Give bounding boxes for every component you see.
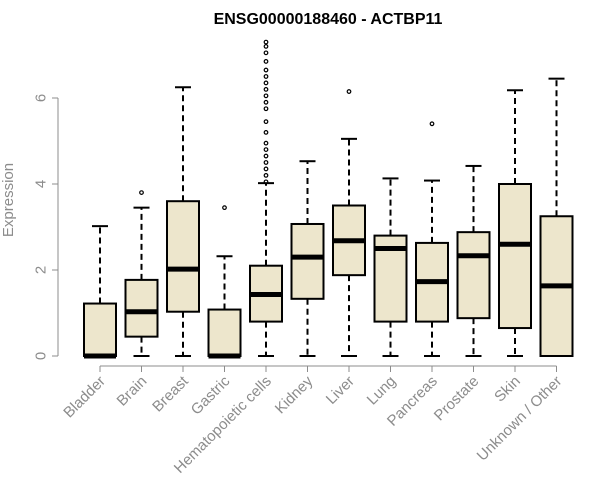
box-group [332, 89, 366, 357]
box-group [124, 190, 159, 357]
outlier-point [263, 74, 269, 79]
y-tick-label: 0 [32, 352, 49, 360]
y-axis-label: Expression [0, 163, 17, 237]
box-group [373, 177, 408, 357]
outlier-point [139, 190, 144, 196]
outlier-point [263, 106, 269, 112]
outlier-point [222, 205, 227, 211]
y-axis: 0 2 4 6 [32, 94, 59, 360]
x-category-label: Breast [149, 372, 192, 415]
x-category-label: Brain [114, 373, 151, 410]
box-group [166, 86, 200, 357]
box-iqr [166, 200, 200, 313]
outlier-point [263, 59, 269, 64]
boxes-layer [83, 39, 574, 359]
x-category-label: Liver [323, 373, 358, 408]
outlier-point [263, 39, 269, 45]
box-iqr [207, 308, 242, 357]
outlier-point [263, 153, 269, 159]
outlier-point [263, 93, 269, 99]
box-iqr [456, 231, 491, 320]
box-group [207, 205, 242, 359]
outlier-point [263, 147, 269, 153]
outlier-point [263, 166, 269, 172]
chart-title: ENSG00000188460 - ACTBP11 [214, 11, 443, 28]
outlier-point [263, 140, 269, 146]
outlier-point [263, 44, 269, 49]
y-tick-label: 4 [32, 180, 49, 188]
box-group [456, 164, 491, 357]
box-group [415, 121, 449, 357]
x-category-label: Prostate [431, 373, 483, 425]
box-group [249, 39, 283, 357]
outlier-point [429, 121, 435, 127]
x-category-label: Skin [491, 373, 524, 406]
outlier-point [263, 50, 269, 56]
box-group [498, 89, 532, 357]
box-group [83, 225, 117, 359]
y-tick-label: 6 [32, 94, 49, 102]
box-iqr [498, 183, 532, 330]
outlier-point [263, 129, 269, 135]
outlier-point [263, 99, 269, 105]
outlier-point [346, 89, 352, 94]
x-category-label: Lung [364, 373, 400, 409]
outlier-point [263, 119, 269, 125]
outlier-point [263, 80, 269, 86]
box-iqr [124, 278, 159, 338]
outlier-point [263, 179, 269, 185]
x-category-label: Bladder [60, 373, 109, 422]
outlier-point [263, 160, 269, 165]
outlier-point [263, 86, 269, 92]
outlier-point [263, 67, 269, 73]
box-iqr [83, 302, 117, 358]
box-group [539, 77, 574, 357]
outlier-point [263, 172, 269, 178]
box-iqr [290, 222, 325, 300]
box-group [290, 160, 325, 357]
y-tick-label: 2 [32, 266, 49, 274]
x-category-label: Kidney [272, 372, 317, 417]
